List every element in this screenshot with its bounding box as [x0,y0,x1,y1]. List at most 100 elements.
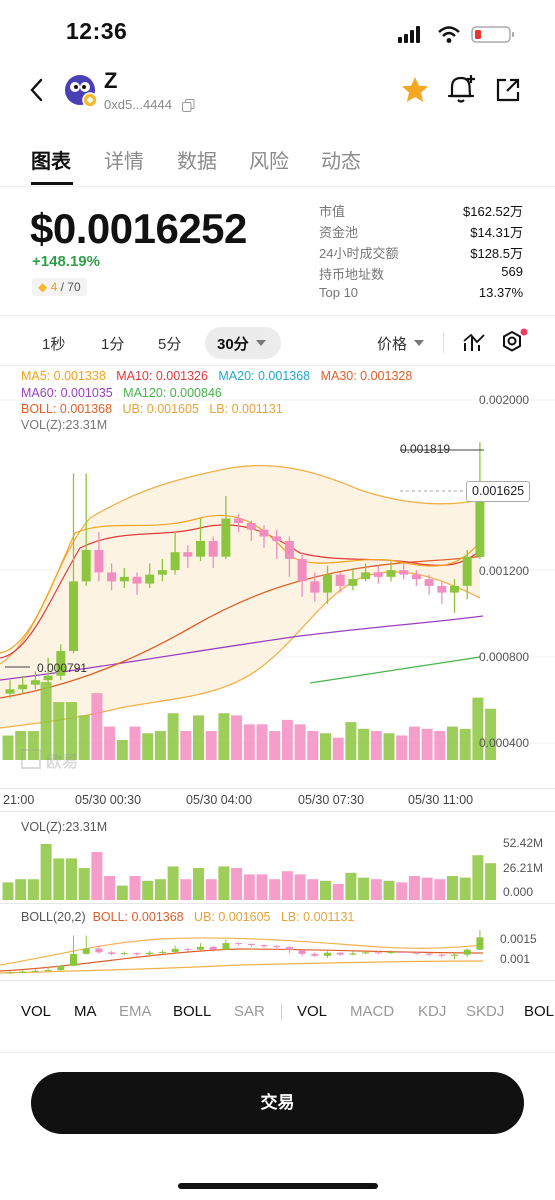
candle-body [107,572,117,582]
home-indicator [178,1183,378,1189]
timeframe-30m[interactable]: 30分 [217,336,249,353]
ub-label: UB: 0.001605 [122,402,199,416]
volume-bar [243,724,255,760]
volume-bar [167,713,179,760]
tab-underline [31,182,73,185]
volume-bar [243,874,255,900]
candle-body [373,572,383,577]
boll-chart[interactable] [0,925,500,977]
boll-axis-label: 0.0015 [500,932,537,946]
volume-bar [485,863,497,900]
volume-bar [294,724,306,760]
token-title: Z [104,68,118,93]
indicator-tab-boll2[interactable]: BOL [524,1003,555,1020]
tab-data[interactable]: 数据 [177,151,217,173]
volume-bar [66,858,77,900]
ma20-label: MA20: 0.001368 [218,369,311,383]
candle-body [43,675,53,681]
candle-body [424,579,434,586]
indicator-tab-boll[interactable]: BOLL [173,1003,212,1020]
low-price-label: 0.000791 [37,661,88,675]
mini-candle-body [476,937,484,950]
volume-bar [281,871,293,900]
settings-icon[interactable] [500,328,530,356]
volume-bar [78,715,90,760]
share-icon[interactable] [494,76,522,104]
timeframe-5m[interactable]: 5分 [158,336,182,353]
volume-bar [281,719,293,760]
volume-bar [320,880,331,900]
rank-icon: ◆ [38,280,48,294]
mini-candle-body [349,953,357,955]
mini-candle-body [336,952,344,955]
indicator-icon[interactable] [463,331,485,353]
volume-bar [116,739,128,760]
stat-label-marketcap: 市值 [319,204,346,219]
chevron-down-icon [414,340,424,346]
token-address: 0xd5...4444 [104,97,172,112]
mini-candle-body [158,951,166,953]
mini-candle-body [311,953,319,956]
stat-value-marketcap: $162.52万 [463,204,523,219]
indicator-tab-skdj[interactable]: SKDJ [466,1003,505,1020]
volume-bar [294,874,306,900]
indicator-tab-ma[interactable]: MA [74,1003,97,1020]
indicator-tab-ema[interactable]: EMA [119,1003,152,1020]
indicator-tab-kdj[interactable]: KDJ [418,1003,447,1020]
divider [0,365,555,366]
volume-bar [142,880,154,900]
mini-candle-body [298,950,306,954]
star-icon[interactable] [400,75,430,105]
boll-line [0,555,484,699]
indicator-tab-macd[interactable]: MACD [350,1003,395,1020]
volume-bar [15,731,27,760]
indicator-tab-vol[interactable]: VOL [21,1003,52,1020]
back-icon[interactable] [28,78,46,102]
candle-body [234,518,244,523]
indicator-tab-sar[interactable]: SAR [234,1003,265,1020]
volume-bar [434,879,446,900]
stat-value-holders: 569 [501,264,523,279]
tab-risk[interactable]: 风险 [249,151,289,173]
price-chart[interactable]: 欧易 [0,368,555,788]
mini-candle-body [171,948,179,952]
axis-label: 0.000800 [479,650,530,664]
candle-body [284,540,294,559]
stat-label-pool: 资金池 [319,225,359,240]
price-selector[interactable]: 价格 [377,336,408,353]
trade-button[interactable]: 交易 [31,1072,524,1134]
volume-bar [408,876,420,900]
candle-body [450,585,459,593]
watermark-text: 欧易 [46,752,78,771]
mini-candle-body [6,972,14,974]
indicator-tab-vol2[interactable]: VOL [297,1003,328,1020]
mini-candle-body [44,970,52,972]
vol-axis-label: 26.21M [503,861,544,875]
mini-candle-body [463,949,471,955]
stat-value-volume: $128.5万 [470,246,523,261]
ma10-label: MA10: 0.001326 [116,369,208,383]
copy-icon[interactable] [182,99,195,112]
timeframe-1m[interactable]: 1分 [101,336,125,353]
mini-candle-body [438,954,446,956]
mini-candle-body [400,951,408,953]
candle-body [170,552,180,571]
candle-body [30,680,40,685]
volume-chart[interactable] [0,830,500,902]
timeframe-1s[interactable]: 1秒 [42,336,66,353]
volume-bar [459,728,471,760]
ma5-line [0,514,484,654]
divider [281,1004,282,1020]
tab-chart[interactable]: 图表 [31,151,71,173]
ma120-label: MA120: 0.000846 [123,386,222,400]
stat-label-volume: 24小时成交额 [319,246,399,261]
tab-activity[interactable]: 动态 [321,151,361,173]
rank-badge: ◆ 4 / 70 [32,278,87,296]
mini-candle-body [70,953,77,966]
mini-candle-body [273,946,281,948]
mini-candle-body [324,952,331,956]
candle-body [297,558,307,582]
bell-add-icon[interactable] [446,73,478,105]
divider [0,315,555,316]
tab-details[interactable]: 详情 [104,151,144,173]
